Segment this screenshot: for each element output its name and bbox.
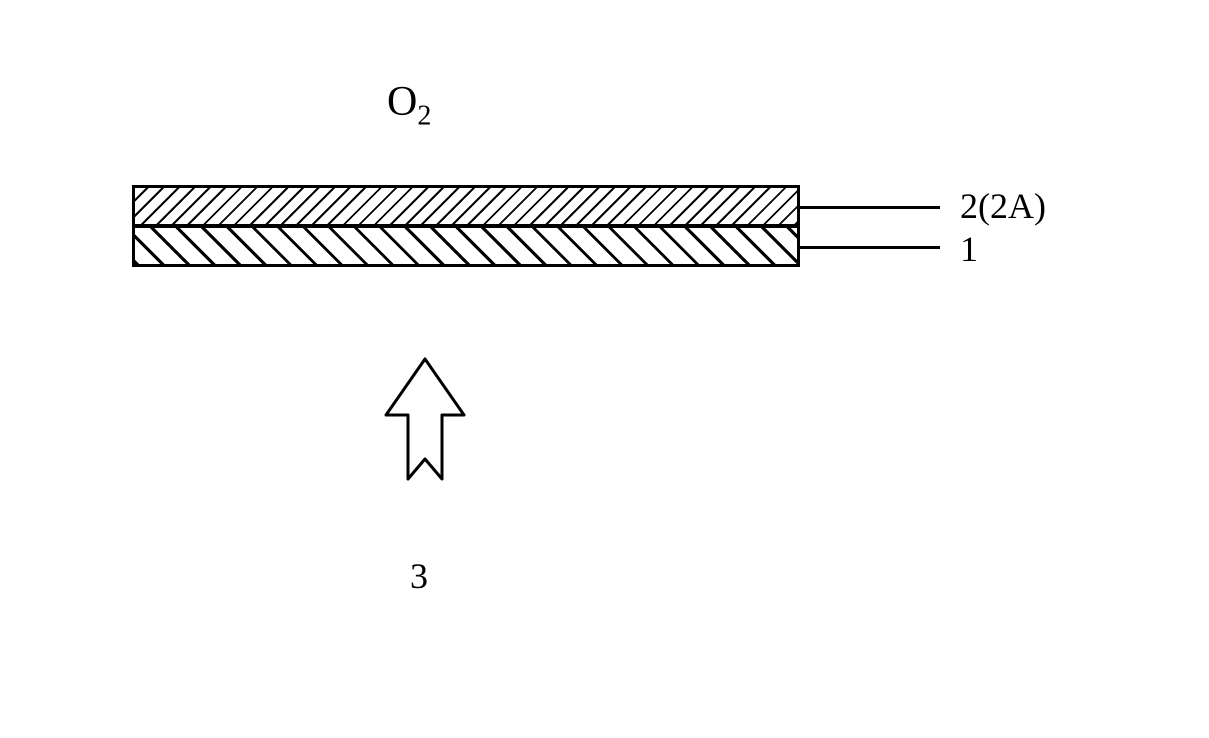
arrow-label-3: 3: [410, 555, 428, 597]
layer-2: [132, 185, 800, 227]
annotation-label-1: 1: [960, 228, 978, 270]
diagram-root: O2 2(2A) 1 3: [0, 0, 1209, 738]
annotation-line-1: [800, 246, 940, 249]
annotation-line-2: [800, 206, 940, 209]
layer-1: [132, 225, 800, 267]
o2-main: O: [387, 79, 417, 125]
annotation-label-2: 2(2A): [960, 185, 1046, 227]
arrow-up-icon: [380, 355, 470, 500]
o2-label: O2: [387, 78, 431, 132]
o2-subscript: 2: [417, 100, 431, 131]
